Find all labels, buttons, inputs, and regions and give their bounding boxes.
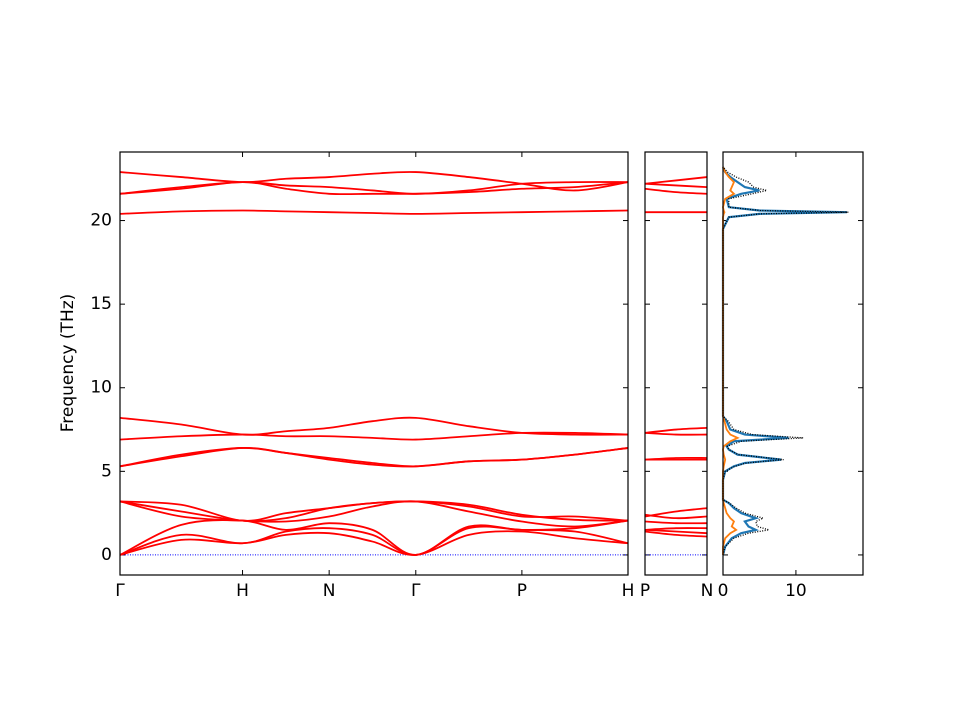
band-line: [119, 431, 629, 441]
panel-frame: [644, 151, 708, 576]
band-line: [644, 187, 708, 195]
x-tick-label: P: [640, 581, 650, 601]
dos-line: [721, 166, 847, 556]
band-line: [644, 456, 708, 461]
band-line: [644, 527, 708, 531]
x-tick-label: 10: [785, 581, 807, 601]
band-line: [119, 500, 629, 522]
y-tick-label: 5: [101, 461, 112, 481]
panel-frame: [119, 151, 629, 576]
x-tick-label: Γ: [411, 581, 421, 601]
dos-line: [722, 166, 740, 555]
band-line: [119, 500, 629, 528]
band-line: [644, 431, 708, 436]
x-tick-label: N: [701, 581, 714, 601]
band-line: [119, 530, 629, 556]
band-line: [644, 530, 708, 538]
band-line: [119, 209, 629, 215]
band-line: [119, 416, 629, 436]
band-line: [644, 507, 708, 518]
x-tick-label: Γ: [115, 581, 125, 601]
x-tick-label: H: [622, 581, 635, 601]
panel-frame: [722, 151, 864, 576]
dos-line: [722, 166, 849, 556]
band-line: [644, 176, 708, 185]
x-tick-label: N: [323, 581, 336, 601]
band-line: [644, 182, 708, 189]
band-line: [119, 447, 629, 468]
y-tick-label: 10: [90, 378, 112, 398]
band-line: [644, 426, 708, 434]
band-line: [119, 181, 629, 195]
x-tick-label: 0: [718, 581, 729, 601]
y-axis-label: Frequency (THz): [58, 294, 78, 433]
x-tick-label: P: [517, 581, 527, 601]
x-tick-label: H: [236, 581, 249, 601]
band-line: [644, 520, 708, 525]
y-tick-label: 0: [101, 545, 112, 565]
band-line: [119, 171, 629, 192]
y-tick-label: 20: [90, 211, 112, 231]
y-tick-label: 15: [90, 294, 112, 314]
